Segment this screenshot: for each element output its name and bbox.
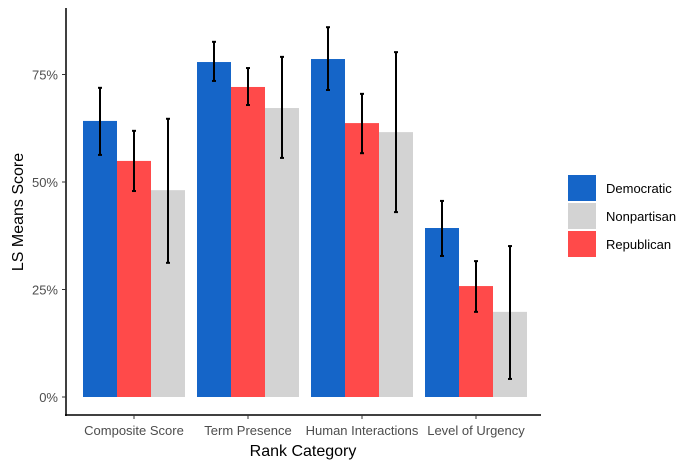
legend-label-democratic: Democratic (606, 181, 672, 196)
x-tick-label: Level of Urgency (427, 423, 525, 438)
error-bar (246, 67, 250, 107)
error-bar (98, 86, 102, 156)
error-bar (394, 51, 398, 214)
legend-swatch-nonpartisan (568, 203, 596, 229)
error-bar (212, 40, 216, 82)
y-tick-label: 50% (32, 175, 58, 190)
bar-republican (231, 86, 265, 397)
x-axis-title: Rank Category (250, 443, 357, 460)
y-axis-title: LS Means Score (10, 153, 27, 271)
error-bar (440, 199, 444, 257)
error-bar (166, 117, 170, 264)
x-tick-label: Composite Score (84, 423, 184, 438)
error-bar (280, 55, 284, 159)
x-tick-label: Term Presence (204, 423, 291, 438)
y-tick-label: 25% (32, 283, 58, 298)
error-bar (508, 245, 512, 380)
error-bar (360, 92, 364, 155)
bar-republican (345, 123, 379, 397)
error-bar (326, 26, 330, 91)
x-tick-label: Human Interactions (306, 423, 419, 438)
bar-republican (117, 160, 151, 397)
bar-democratic (197, 62, 231, 397)
legend-swatch-democratic (568, 175, 596, 201)
bar-democratic (83, 120, 117, 397)
y-tick-label: 75% (32, 68, 58, 83)
error-bar (132, 129, 136, 193)
legend-label-republican: Republican (606, 237, 671, 252)
y-tick-label: 0% (39, 390, 58, 405)
legend-swatch-republican (568, 231, 596, 257)
legend-label-nonpartisan: Nonpartisan (606, 209, 676, 224)
legend: Democratic Nonpartisan Republican (568, 175, 676, 257)
error-bar (474, 260, 478, 313)
bar-democratic (311, 59, 345, 398)
